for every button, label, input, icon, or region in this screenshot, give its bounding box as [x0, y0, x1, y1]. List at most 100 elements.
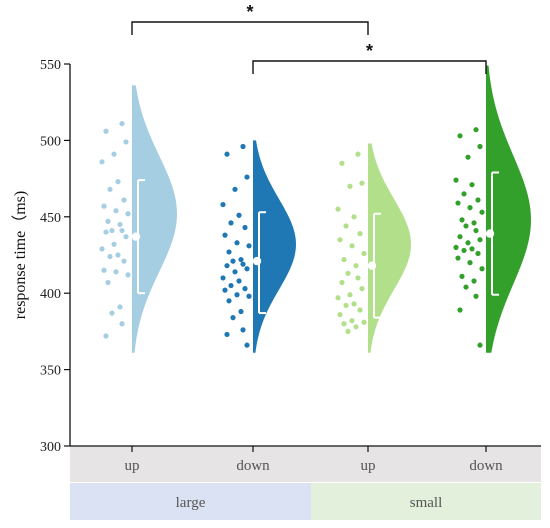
data-point	[459, 217, 465, 223]
data-point	[121, 258, 127, 264]
data-point	[479, 209, 485, 215]
data-point	[457, 133, 463, 139]
data-point	[455, 200, 461, 206]
data-point	[113, 208, 119, 214]
group-band: large small	[70, 483, 541, 520]
data-point	[244, 342, 250, 348]
data-point	[232, 186, 238, 192]
data-point	[457, 307, 463, 313]
data-point	[465, 240, 471, 246]
category-band-background	[70, 446, 541, 482]
violin-half-2	[368, 143, 411, 353]
data-point	[475, 197, 481, 203]
data-point	[103, 128, 109, 134]
data-point	[473, 227, 479, 234]
data-point	[119, 227, 125, 234]
mean-marker	[367, 261, 377, 270]
data-point	[357, 307, 363, 313]
y-tick-label: 300	[40, 440, 61, 455]
y-tick-label: 350	[40, 364, 61, 379]
x-tick-label: up	[361, 458, 376, 474]
data-point	[467, 205, 473, 211]
mean-marker	[485, 229, 495, 238]
data-point	[473, 293, 479, 299]
data-point	[471, 278, 477, 284]
data-point	[469, 246, 475, 252]
data-point	[467, 260, 473, 266]
data-point	[244, 266, 250, 272]
data-point	[117, 304, 123, 310]
significance-bracket	[131, 21, 369, 35]
x-tick-label: down	[236, 458, 270, 474]
data-point	[224, 151, 230, 157]
violin-half-3	[486, 65, 531, 353]
data-point	[469, 182, 475, 188]
data-point	[230, 315, 236, 321]
y-tick-label: 500	[40, 134, 61, 149]
group-band-large	[70, 483, 311, 520]
data-point	[361, 319, 367, 325]
y-axis-ticks: 300 350 400 450 500 550	[40, 58, 70, 455]
data-point	[461, 191, 467, 197]
data-point	[353, 324, 359, 330]
data-point	[115, 252, 121, 258]
data-point	[121, 197, 127, 203]
data-point	[224, 331, 230, 338]
data-point	[339, 279, 345, 286]
data-point	[345, 270, 351, 276]
violin-half-0	[132, 85, 177, 353]
mean-marker	[131, 232, 141, 241]
significance-bracket	[252, 60, 487, 74]
group-label: small	[410, 495, 443, 511]
data-point	[115, 179, 121, 185]
data-point	[351, 214, 357, 220]
data-point	[220, 275, 226, 281]
x-tick-label: down	[469, 458, 503, 474]
data-point	[99, 159, 105, 165]
data-point	[359, 286, 365, 292]
data-point	[232, 269, 238, 275]
data-point	[117, 221, 123, 228]
data-point	[459, 273, 465, 279]
category-band: up down up down	[70, 446, 541, 482]
data-point	[242, 286, 248, 292]
data-point	[347, 292, 353, 298]
data-point	[479, 266, 485, 272]
data-point	[343, 302, 349, 309]
data-point	[240, 261, 246, 267]
data-point	[349, 243, 355, 249]
y-tick-label: 450	[40, 211, 61, 226]
data-point	[353, 263, 359, 269]
data-point	[240, 143, 246, 150]
data-point	[351, 301, 357, 307]
data-point	[337, 311, 343, 318]
data-point	[457, 234, 463, 240]
data-point	[349, 318, 355, 324]
data-point	[244, 174, 250, 180]
data-point	[355, 275, 361, 281]
data-point	[228, 282, 234, 289]
data-point	[125, 272, 131, 278]
data-point	[123, 234, 129, 240]
data-point	[125, 211, 131, 217]
data-point	[234, 240, 240, 246]
data-point	[461, 247, 467, 254]
group-band-small	[311, 483, 541, 520]
significance-star: *	[366, 41, 373, 61]
data-point	[453, 177, 459, 183]
data-point	[113, 269, 119, 275]
data-point	[361, 250, 367, 257]
data-point	[453, 244, 459, 250]
data-point	[238, 308, 244, 315]
data-point	[463, 223, 469, 229]
data-point	[228, 220, 234, 226]
group-label: large	[176, 495, 206, 511]
y-axis-title: response time（ms)	[11, 191, 29, 319]
data-point	[220, 201, 226, 208]
y-tick-label: 400	[40, 287, 61, 302]
significance-star: *	[246, 2, 253, 22]
data-point	[101, 203, 107, 209]
data-point	[109, 227, 115, 234]
data-point	[335, 206, 341, 212]
